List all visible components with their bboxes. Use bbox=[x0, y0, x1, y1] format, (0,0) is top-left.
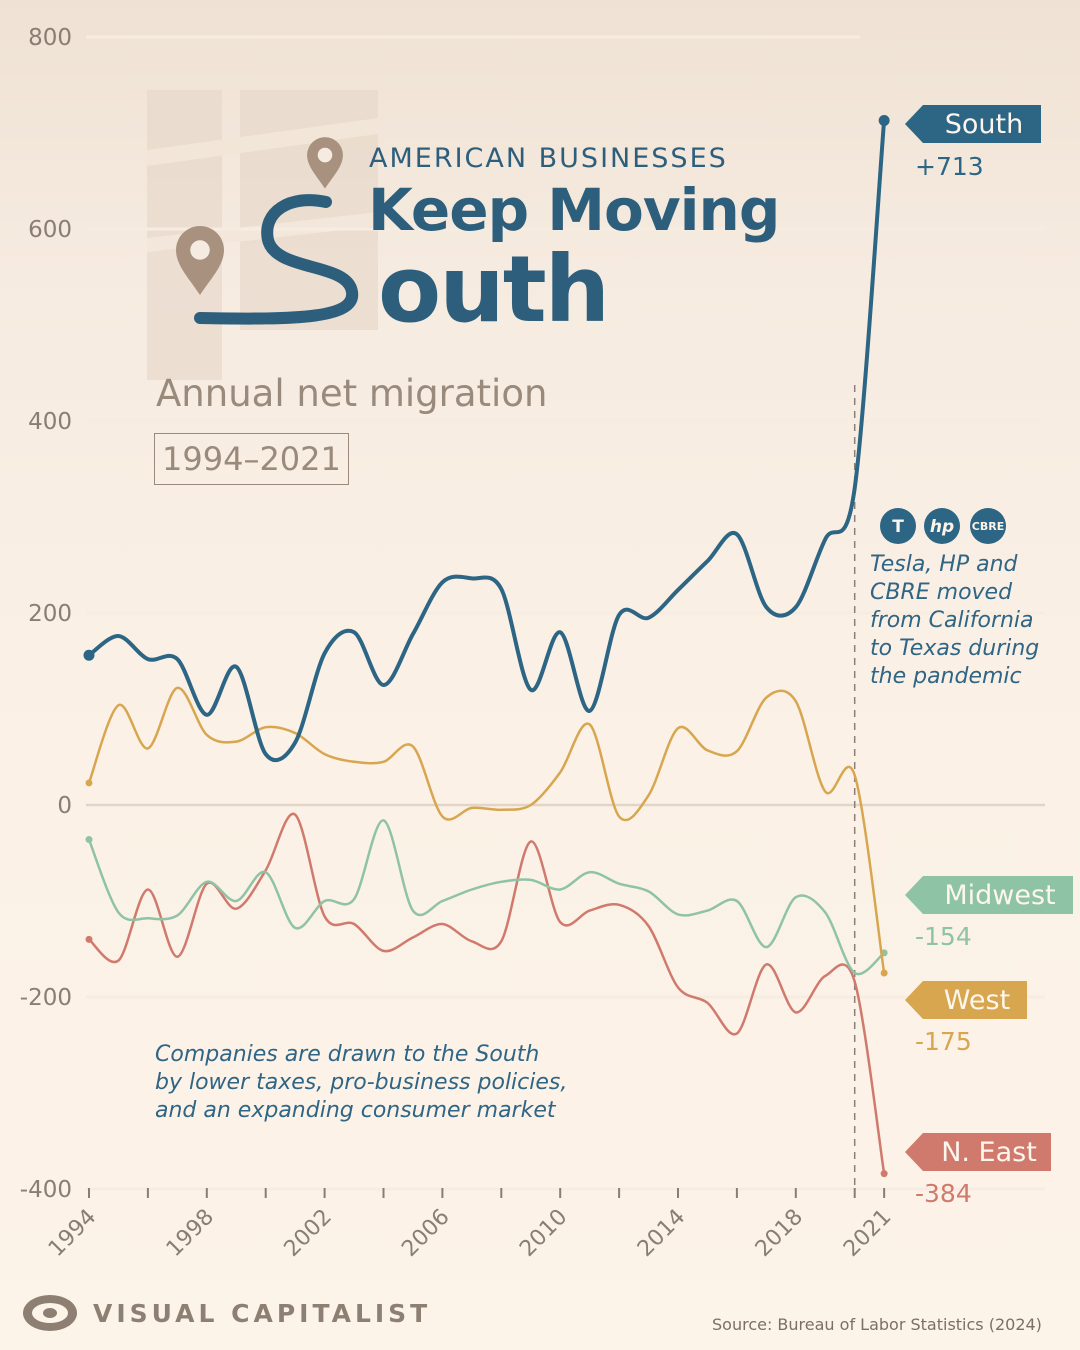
series-end-value: -175 bbox=[915, 1027, 972, 1056]
series-flag-n-east bbox=[905, 1133, 1051, 1171]
tesla-logo-icon: T bbox=[880, 508, 916, 544]
series-end-point-south bbox=[878, 115, 890, 127]
location-pin-icon bbox=[176, 226, 224, 295]
building-watermark bbox=[147, 90, 378, 380]
series-name-label: N. East bbox=[941, 1137, 1037, 1168]
cbre-logo-icon: CBRE bbox=[970, 508, 1006, 544]
series-flag-south bbox=[905, 105, 1041, 143]
headline-s-glyph bbox=[194, 194, 359, 325]
x-tick-label: 2006 bbox=[397, 1205, 454, 1262]
x-tick-label: 2010 bbox=[515, 1205, 572, 1262]
series-line-midwest bbox=[87, 819, 885, 976]
svg-text:hp: hp bbox=[930, 517, 954, 537]
kicker-title: AMERICAN BUSINESSES bbox=[369, 143, 728, 174]
series-name-label: West bbox=[944, 985, 1010, 1016]
y-tick-label: 600 bbox=[28, 217, 72, 243]
x-tick-label: 2018 bbox=[751, 1205, 808, 1262]
y-tick-label: 400 bbox=[28, 409, 72, 435]
x-tick-label: 2014 bbox=[633, 1205, 690, 1262]
series-start-point-midwest bbox=[85, 836, 93, 844]
series-end-value: -384 bbox=[915, 1179, 972, 1208]
x-tick-label: 2002 bbox=[280, 1205, 337, 1262]
y-tick-label: -200 bbox=[20, 985, 72, 1011]
headline-title: Keep Moving bbox=[368, 176, 780, 244]
series-line-south bbox=[87, 120, 887, 763]
y-tick-label: 0 bbox=[57, 793, 72, 819]
drivers-annotation: Companies are drawn to the South by lowe… bbox=[155, 1042, 568, 1123]
series-end-point-west bbox=[880, 969, 888, 977]
svg-text:CBRE: CBRE bbox=[972, 520, 1004, 533]
brand-name: VISUAL CAPITALIST bbox=[93, 1299, 432, 1328]
series-start-point-n-east bbox=[85, 935, 93, 943]
location-pin-icon bbox=[307, 137, 343, 189]
chart-subtitle: Annual net migration bbox=[156, 372, 548, 415]
series-name-label: Midwest bbox=[944, 880, 1055, 911]
visual-capitalist-logo-icon bbox=[23, 1295, 77, 1331]
svg-text:T: T bbox=[892, 517, 904, 537]
headline-big-word: outh bbox=[378, 236, 610, 343]
hp-logo-icon: hp bbox=[924, 508, 960, 544]
y-tick-label: 800 bbox=[28, 25, 72, 51]
pandemic-annotation: Tesla, HP and CBRE moved from California… bbox=[870, 552, 1040, 689]
x-tick-label: 1994 bbox=[44, 1205, 101, 1262]
series-flag-west bbox=[905, 981, 1027, 1019]
series-start-point-west bbox=[85, 779, 93, 787]
y-tick-label: 200 bbox=[28, 601, 72, 627]
series-name-label: South bbox=[945, 109, 1023, 140]
x-tick-label: 1998 bbox=[162, 1205, 219, 1262]
series-start-point-south bbox=[83, 649, 95, 661]
series-end-point-n-east bbox=[880, 1170, 888, 1178]
year-range-badge: 1994–2021 bbox=[154, 433, 349, 485]
series-flag-midwest bbox=[905, 876, 1073, 914]
series-line-west bbox=[87, 686, 886, 974]
series-end-value: +713 bbox=[915, 152, 984, 181]
source-note: Source: Bureau of Labor Statistics (2024… bbox=[712, 1315, 1042, 1334]
y-tick-label: -400 bbox=[20, 1177, 72, 1203]
series-end-value: -154 bbox=[915, 922, 972, 951]
x-tick-label: 2021 bbox=[839, 1205, 896, 1262]
